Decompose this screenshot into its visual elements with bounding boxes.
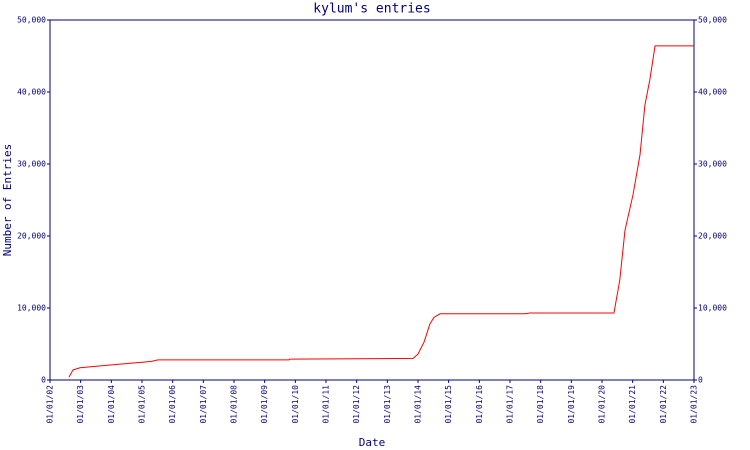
x-tick-label: 01/01/04 [107,385,116,424]
x-tick-label: 01/01/21 [628,385,637,424]
x-tick-label: 01/01/11 [322,385,331,424]
y-tick-label: 40,000 [17,88,46,97]
x-tick-label: 01/01/07 [199,385,208,424]
x-tick-label: 01/01/15 [444,385,453,424]
x-tick-label: 01/01/18 [536,385,545,424]
y-tick-label: 0 [41,376,46,385]
y-axis-label: Number of Entries [1,144,14,257]
x-tick-label: 01/01/16 [475,385,484,424]
x-tick-label: 01/01/09 [260,385,269,424]
y2-tick-label: 20,000 [698,232,727,241]
y-tick-label: 10,000 [17,304,46,313]
y2-tick-label: 40,000 [698,88,727,97]
x-tick-label: 01/01/02 [46,385,55,424]
x-tick-label: 01/01/03 [76,385,85,424]
y-tick-label: 20,000 [17,232,46,241]
x-axis-label: Date [359,436,386,449]
y2-tick-label: 50,000 [698,16,727,25]
x-tick-label: 01/01/13 [383,385,392,424]
x-tick-label: 01/01/22 [659,385,668,424]
chart-title: kylum's entries [313,2,430,17]
x-tick-label: 01/01/12 [352,385,361,424]
y2-tick-label: 0 [698,376,703,385]
x-tick-label: 01/01/17 [506,385,515,424]
x-tick-label: 01/01/23 [690,385,699,424]
x-tick-label: 01/01/08 [230,385,239,424]
x-tick-label: 01/01/06 [168,385,177,424]
x-tick-label: 01/01/19 [567,385,576,424]
x-tick-label: 01/01/14 [414,385,423,424]
data-line [68,45,694,378]
plot-frame [49,19,695,381]
y-tick-label: 30,000 [17,160,46,169]
y-tick-label: 50,000 [17,16,46,25]
y2-tick-label: 30,000 [698,160,727,169]
y2-tick-label: 10,000 [698,304,727,313]
x-tick-label: 01/01/05 [138,385,147,424]
x-tick-label: 01/01/20 [598,385,607,424]
x-tick-label: 01/01/10 [291,385,300,424]
